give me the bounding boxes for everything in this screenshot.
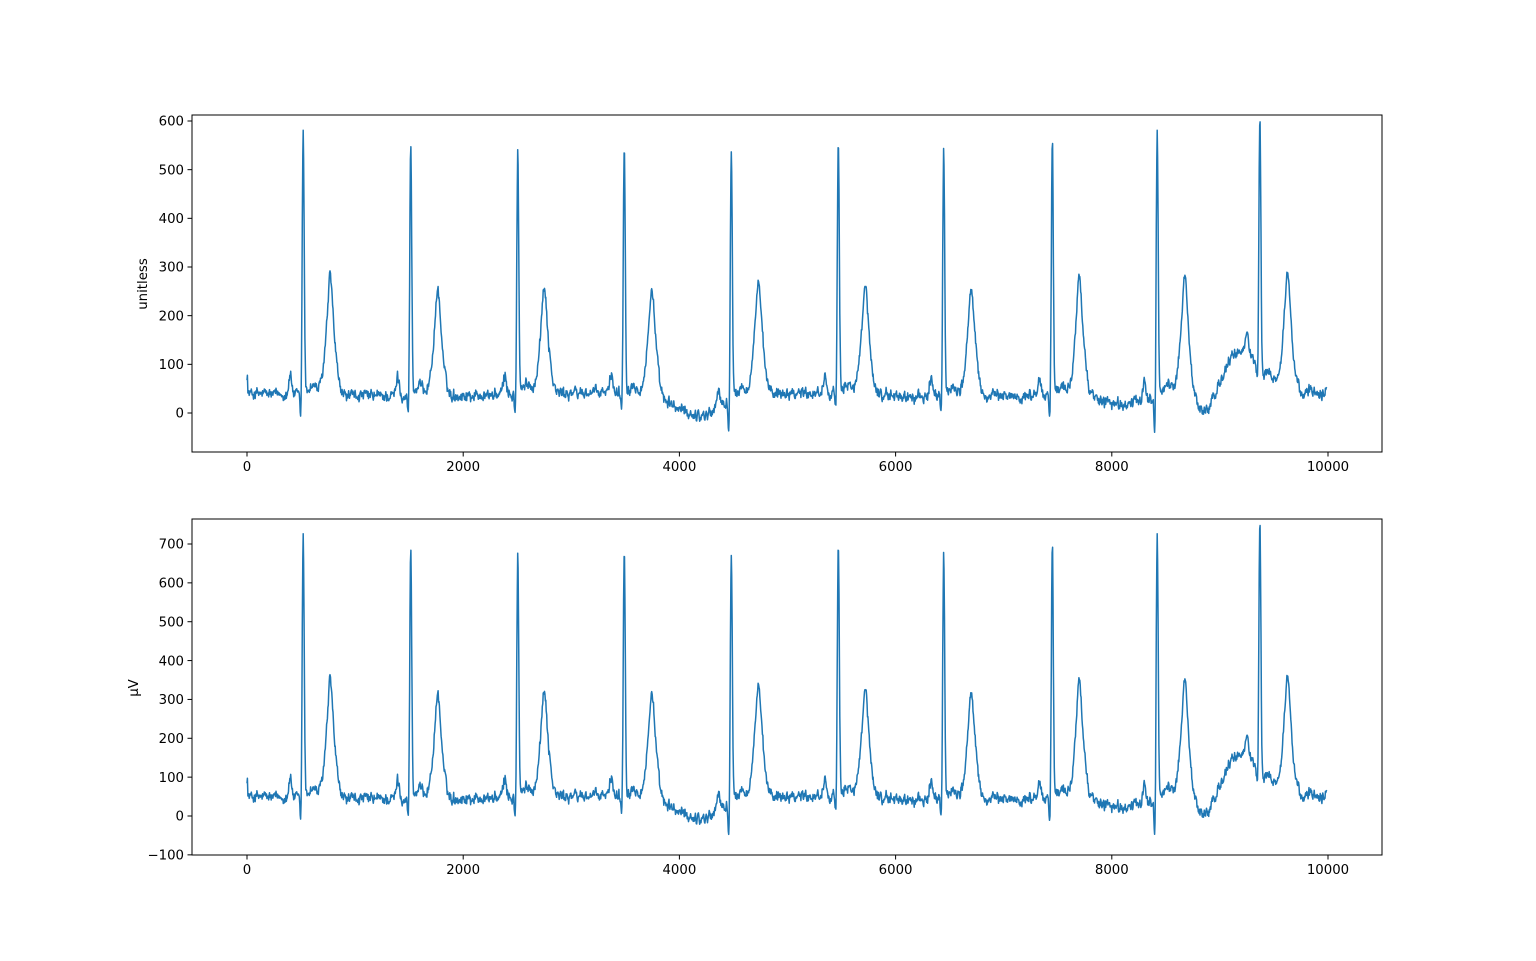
x-tick-label: 6000	[879, 863, 913, 878]
x-tick-label: 8000	[1095, 863, 1129, 878]
bottom-axes: 0 2000 4000 6000 8000 10000 −100 0 100 200 300 400…	[127, 518, 1383, 878]
y-tick-label: 200	[159, 309, 184, 324]
x-tick-label: 2000	[446, 863, 480, 878]
bottom-axes-frame	[191, 518, 1383, 856]
top-x-axis: 0 2000 4000 6000 8000 10000	[243, 452, 1349, 475]
y-tick-label: 600	[159, 577, 184, 592]
y-tick-label: 0	[176, 810, 184, 825]
y-tick-label: 100	[159, 771, 184, 786]
x-tick-label: 2000	[446, 460, 480, 475]
y-tick-label: 400	[159, 654, 184, 669]
x-tick-label: 8000	[1095, 460, 1129, 475]
top-ecg-line	[246, 121, 1328, 434]
y-tick-label: −100	[147, 849, 184, 864]
top-axes-frame	[191, 114, 1383, 453]
top-axes: 0 2000 4000 6000 8000 10000 0 100 200 300 400 500 6…	[136, 114, 1383, 475]
y-tick-label: 600	[159, 115, 184, 130]
x-tick-label: 6000	[879, 460, 913, 475]
y-tick-label: 300	[159, 693, 184, 708]
y-tick-label: 500	[159, 163, 184, 178]
x-tick-label: 10000	[1307, 863, 1349, 878]
y-tick-label: 100	[159, 358, 184, 373]
x-tick-label: 0	[243, 460, 251, 475]
x-tick-label: 4000	[662, 863, 696, 878]
y-tick-label: 200	[159, 732, 184, 747]
bottom-x-axis: 0 2000 4000 6000 8000 10000	[243, 855, 1349, 878]
bottom-y-axis-label: µV	[127, 679, 142, 697]
y-tick-label: 300	[159, 261, 184, 276]
x-tick-label: 4000	[662, 460, 696, 475]
x-tick-label: 10000	[1307, 460, 1349, 475]
y-tick-label: 400	[159, 212, 184, 227]
y-tick-label: 500	[159, 615, 184, 630]
bottom-y-axis: −100 0 100 200 300 400 500 600 700	[147, 538, 192, 864]
y-tick-label: 700	[159, 538, 184, 553]
y-tick-label: 0	[176, 407, 184, 422]
top-y-axis: 0 100 200 300 400 500 600	[159, 115, 192, 422]
top-y-axis-label: unitless	[136, 258, 151, 310]
bottom-ecg-line	[246, 524, 1328, 836]
x-tick-label: 0	[243, 863, 251, 878]
